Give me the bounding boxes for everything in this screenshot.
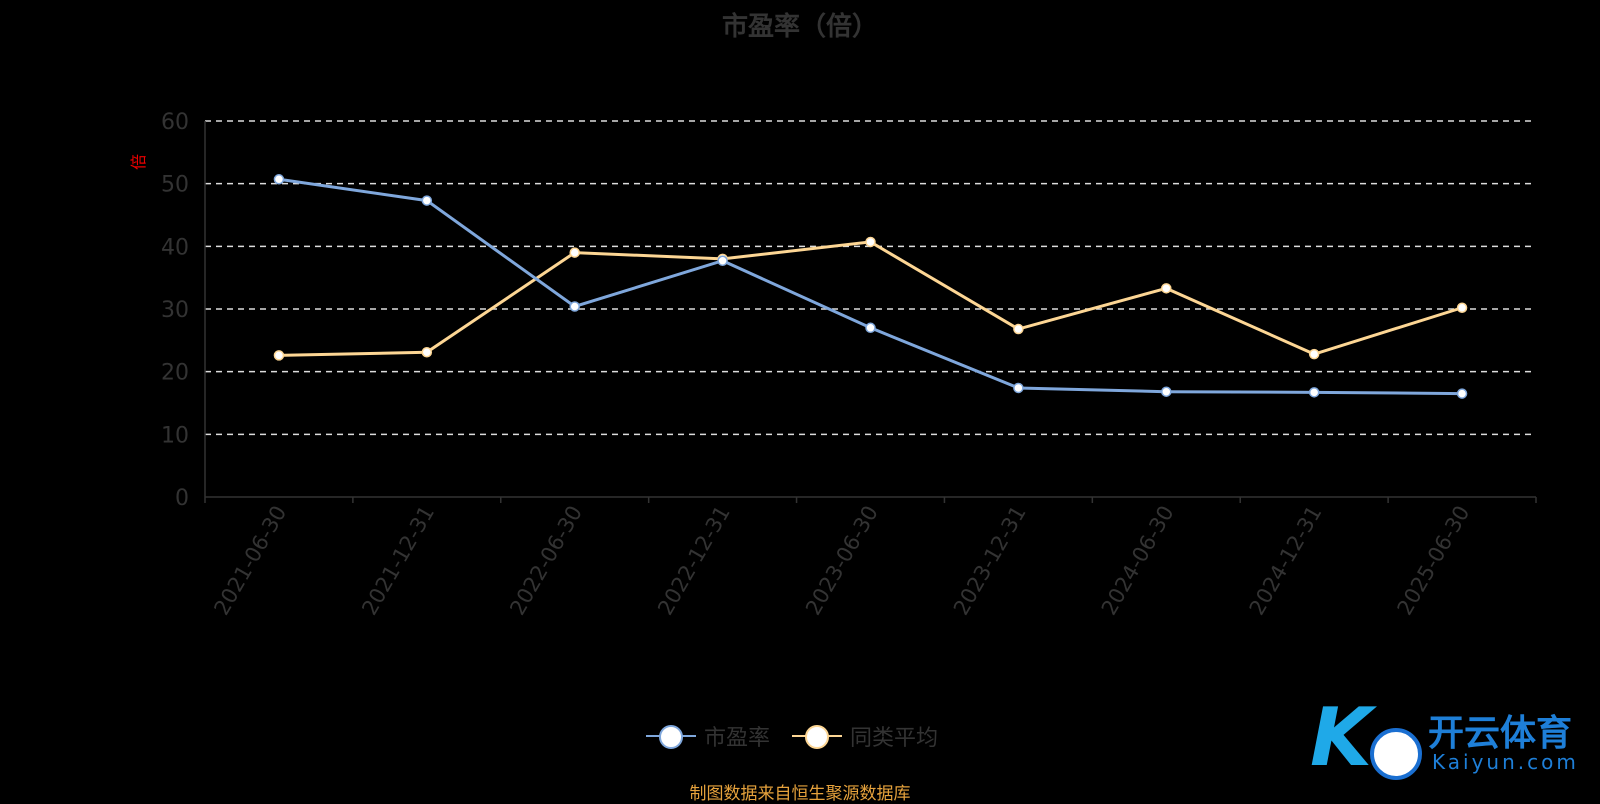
legend-item-avg[interactable]: 同类平均 — [792, 720, 938, 752]
data-point — [1013, 323, 1024, 335]
series-line — [278, 177, 1463, 396]
x-tick-label: 2024-06-30 — [1097, 502, 1179, 620]
x-tick-label: 2023-06-30 — [801, 502, 883, 620]
data-point — [421, 346, 433, 358]
data-point — [569, 247, 580, 258]
legend-label: 市盈率 — [704, 726, 771, 751]
legend-item-pe[interactable]: 市盈率 — [646, 720, 770, 752]
series-line — [278, 240, 1463, 357]
data-point — [717, 255, 728, 266]
x-tick-label: 2021-12-31 — [357, 502, 439, 620]
data-point — [1161, 386, 1172, 397]
data-point — [273, 174, 285, 185]
legend-symbol — [646, 724, 696, 749]
y-tick-label: 40 — [161, 235, 189, 260]
line-chart: 0 10 20 30 40 50 60 倍 2021-06-30 2021-12-31 2022-0… — [129, 110, 1537, 620]
x-tick-label: 2021-06-30 — [209, 502, 291, 620]
x-tick-label: 2023-12-31 — [949, 502, 1031, 620]
data-point — [421, 195, 433, 206]
x-tick-label: 2022-06-30 — [505, 502, 587, 620]
legend: 市盈率 同类平均 — [646, 720, 950, 752]
soccer-ball-icon — [1370, 728, 1422, 780]
data-point — [865, 236, 876, 248]
y-tick-label: 50 — [161, 173, 189, 198]
y-tick-label: 30 — [161, 298, 189, 323]
source-note: 制图数据来自恒生聚源数据库 — [689, 784, 911, 804]
data-point — [865, 322, 876, 334]
data-point — [1456, 388, 1468, 399]
data-point — [1013, 382, 1024, 394]
y-tick-label: 0 — [175, 486, 189, 511]
x-tick-label: 2025-06-30 — [1393, 502, 1475, 620]
y-tick-label: 60 — [161, 110, 189, 135]
watermark-logo: K 开云体育 Kaiyun.com — [1310, 691, 1579, 784]
data-point — [1308, 387, 1320, 398]
logo-k-icon: K — [1310, 691, 1372, 784]
legend-symbol — [792, 724, 843, 749]
x-tick-label: 2022-12-31 — [653, 502, 735, 620]
data-point — [273, 350, 285, 361]
data-point — [569, 301, 580, 312]
data-point — [1161, 283, 1172, 294]
y-tick-label: 20 — [161, 361, 189, 386]
data-point — [1308, 348, 1320, 360]
x-tick-label: 2024-12-31 — [1245, 502, 1327, 620]
legend-label: 同类平均 — [850, 726, 939, 751]
y-axis-label: 倍 — [129, 154, 148, 170]
data-point — [1456, 302, 1468, 313]
y-tick-label: 10 — [161, 423, 189, 448]
chart-title: 市盈率（倍） — [721, 12, 878, 42]
